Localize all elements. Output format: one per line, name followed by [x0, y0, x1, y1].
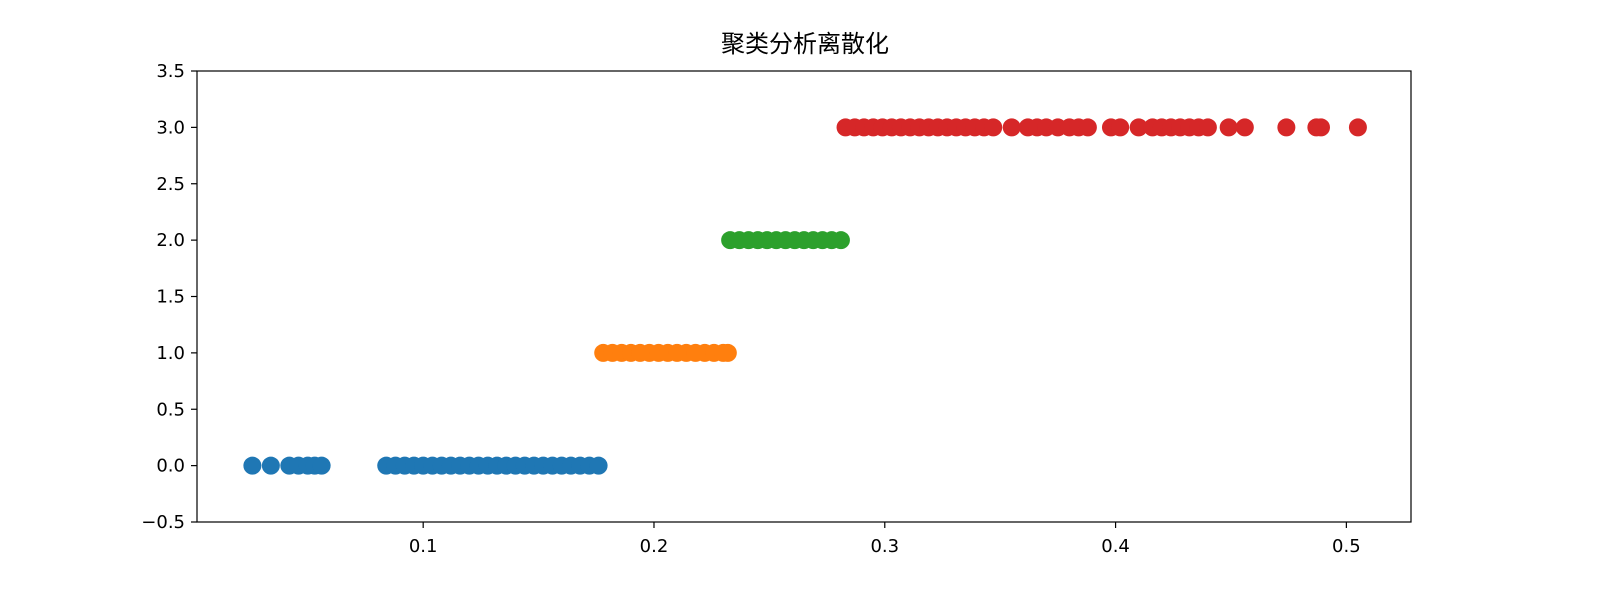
data-point: [1111, 118, 1130, 137]
data-point: [718, 343, 737, 362]
series-3: [836, 118, 1367, 137]
x-tick-label: 0.5: [1332, 536, 1361, 557]
data-point: [1078, 118, 1097, 137]
data-point: [984, 118, 1003, 137]
x-tick-label: 0.3: [870, 536, 899, 557]
plot-frame: [196, 70, 1412, 523]
x-tick-label: 0.2: [640, 536, 669, 557]
data-point: [1219, 118, 1238, 137]
y-tick-label: 3.0: [156, 117, 185, 138]
x-tick-label: 0.1: [409, 536, 438, 557]
data-point: [1311, 118, 1330, 137]
data-point: [243, 456, 262, 475]
chart-title: 聚类分析离散化: [721, 30, 889, 58]
axes-layer: 0.1 0.2 0.3 0.4 0.5 −0.5 0.0 0.5 1.0 1.5 2.0 2.5 3.0…: [141, 61, 1412, 557]
y-tick-label: 0.5: [156, 399, 185, 420]
y-tick-label: 1.5: [156, 287, 185, 308]
data-point: [1002, 118, 1021, 137]
series-2: [721, 231, 850, 250]
points-layer: [243, 118, 1367, 475]
x-tick-label: 0.4: [1101, 536, 1130, 557]
data-point: [1348, 118, 1367, 137]
data-point: [831, 231, 850, 250]
data-point: [1235, 118, 1254, 137]
y-tick-label: 0.0: [156, 456, 185, 477]
series-1: [594, 343, 737, 362]
y-tick-label: 2.5: [156, 174, 185, 195]
y-tick-label: 3.5: [156, 61, 185, 82]
series-0: [243, 456, 608, 475]
data-point: [261, 456, 280, 475]
y-tick-label: −0.5: [141, 512, 185, 533]
data-point: [589, 456, 608, 475]
y-tick-label: 2.0: [156, 230, 185, 251]
data-point: [1198, 118, 1217, 137]
data-point: [312, 456, 331, 475]
data-point: [1129, 118, 1148, 137]
data-point: [1277, 118, 1296, 137]
y-tick-label: 1.0: [156, 343, 185, 364]
